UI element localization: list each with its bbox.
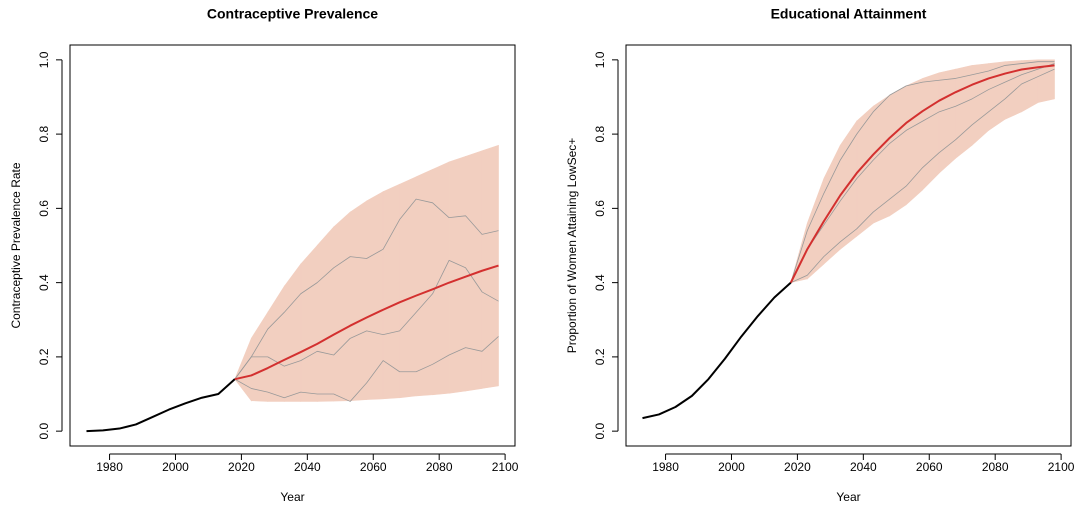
- series-line: [234, 264, 499, 381]
- y-tick-label: 0.0: [593, 422, 607, 439]
- uncertainty-band: [1037, 59, 1055, 103]
- uncertainty-band: [333, 211, 351, 402]
- uncertainty-band: [234, 338, 252, 402]
- y-tick-label: 0.8: [37, 125, 51, 142]
- uncertainty-band: [300, 244, 318, 402]
- plot-frame: [69, 44, 516, 447]
- y-tick-label: 1.0: [37, 51, 51, 68]
- y-tick-label: 0.8: [593, 125, 607, 142]
- plot-frame: [625, 44, 1072, 447]
- y-axis-title: Contraceptive Prevalence Rate: [9, 162, 23, 328]
- y-tick-label: 0.2: [593, 348, 607, 365]
- x-tick-label: 2000: [718, 460, 745, 474]
- y-axis-title: Proportion of Women Attaining LowSec+: [565, 138, 579, 354]
- y-tick-label: 0.4: [37, 274, 51, 291]
- uncertainty-band: [971, 63, 989, 146]
- uncertainty-band: [988, 61, 1006, 131]
- series-line: [642, 281, 792, 420]
- x-tick-label: 1980: [652, 460, 679, 474]
- uncertainty-band: [316, 226, 335, 402]
- uncertainty-band: [922, 72, 940, 191]
- uncertainty-band: [905, 77, 923, 206]
- series-line: [86, 378, 236, 433]
- uncertainty-band: [366, 191, 384, 400]
- x-tick-label: 2040: [294, 460, 321, 474]
- uncertainty-band: [267, 285, 285, 402]
- y-tick-label: 1.0: [593, 51, 607, 68]
- chart-title: Contraceptive Prevalence: [207, 6, 378, 22]
- uncertainty-band: [448, 155, 466, 394]
- uncertainty-band: [938, 68, 956, 174]
- chart-title: Educational Attainment: [771, 6, 927, 22]
- trajectory-line: [790, 63, 1055, 283]
- uncertainty-band: [349, 200, 367, 402]
- x-tick-label: 1980: [96, 460, 123, 474]
- y-tick-label: 0.2: [37, 348, 51, 365]
- x-tick-label: 2020: [784, 460, 811, 474]
- x-tick-label: 2100: [492, 460, 519, 474]
- trajectory-line: [790, 68, 1055, 283]
- uncertainty-band: [955, 65, 973, 159]
- x-tick-label: 2100: [1048, 460, 1075, 474]
- y-tick-label: 0.6: [37, 200, 51, 217]
- x-tick-label: 2020: [228, 460, 255, 474]
- uncertainty-band: [399, 176, 417, 399]
- x-tick-label: 2080: [426, 460, 453, 474]
- uncertainty-band: [415, 168, 433, 397]
- y-tick-label: 0.4: [593, 274, 607, 291]
- x-axis-title: Year: [280, 490, 304, 504]
- x-tick-label: 2060: [916, 460, 943, 474]
- x-tick-label: 2080: [982, 460, 1009, 474]
- uncertainty-band: [481, 144, 499, 389]
- y-tick-label: 0.0: [37, 422, 51, 439]
- series-line: [789, 64, 1055, 284]
- trajectory-line: [234, 336, 499, 402]
- uncertainty-band: [872, 94, 891, 224]
- x-tick-label: 2000: [162, 460, 189, 474]
- uncertainty-band: [283, 263, 302, 402]
- trajectory-line: [790, 61, 1055, 283]
- y-tick-label: 0.6: [593, 200, 607, 217]
- x-axis-title: Year: [836, 490, 860, 504]
- x-tick-label: 2060: [360, 460, 387, 474]
- uncertainty-band: [889, 85, 907, 217]
- x-tick-label: 2040: [850, 460, 877, 474]
- trajectory-line: [234, 198, 499, 380]
